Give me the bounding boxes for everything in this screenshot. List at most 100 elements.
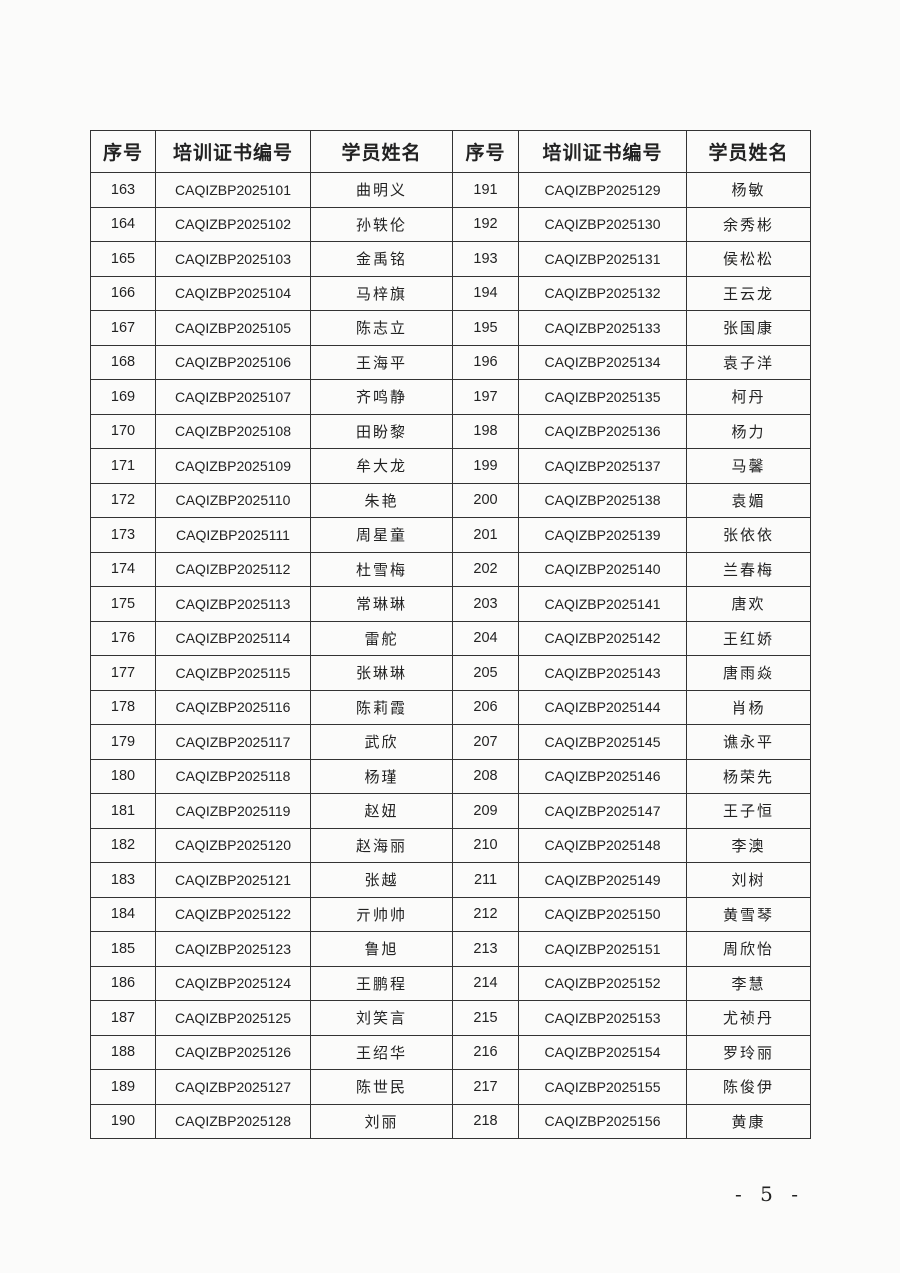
certificate-no-cell: CAQIZBP2025105 [155, 310, 311, 346]
certificate-no-cell: CAQIZBP2025119 [155, 793, 311, 829]
serial-cell: 165 [90, 241, 156, 277]
certificate-no-cell: CAQIZBP2025131 [518, 241, 687, 277]
certificate-no-cell: CAQIZBP2025125 [155, 1000, 311, 1036]
trainee-name-cell: 王红娇 [686, 620, 811, 656]
trainee-name-cell: 陈莉霞 [310, 689, 453, 725]
certificate-no-cell: CAQIZBP2025149 [518, 862, 687, 898]
trainee-name-cell: 牟大龙 [310, 448, 453, 484]
serial-cell: 213 [452, 931, 519, 967]
header-certificate-no: 培训证书编号 [155, 130, 311, 173]
trainee-name-cell: 李澳 [686, 827, 811, 863]
trainee-name-cell: 罗玲丽 [686, 1034, 811, 1070]
serial-cell: 215 [452, 1000, 519, 1036]
trainee-name-cell: 杨瑾 [310, 758, 453, 794]
trainee-name-cell: 谯永平 [686, 724, 811, 760]
certificate-no-cell: CAQIZBP2025143 [518, 655, 687, 691]
serial-cell: 176 [90, 620, 156, 656]
table-row: 174 CAQIZBP2025112 杜雪梅 202 CAQIZBP2025140 兰春梅 [90, 551, 811, 587]
serial-cell: 180 [90, 758, 156, 794]
table-row: 165 CAQIZBP2025103 金禹铭 193 CAQIZBP2025131 侯松松 [90, 241, 811, 277]
serial-cell: 173 [90, 517, 156, 553]
certificate-no-cell: CAQIZBP2025110 [155, 482, 311, 518]
serial-cell: 214 [452, 965, 519, 1001]
certificate-no-cell: CAQIZBP2025103 [155, 241, 311, 277]
trainee-name-cell: 黄雪琴 [686, 896, 811, 932]
certificate-no-cell: CAQIZBP2025132 [518, 275, 687, 311]
serial-cell: 196 [452, 344, 519, 380]
serial-cell: 186 [90, 965, 156, 1001]
table-row: 183 CAQIZBP2025121 张越 211 CAQIZBP2025149 刘树 [90, 862, 811, 898]
trainee-name-cell: 尤祯丹 [686, 1000, 811, 1036]
serial-cell: 204 [452, 620, 519, 656]
serial-cell: 218 [452, 1103, 519, 1139]
certificate-no-cell: CAQIZBP2025114 [155, 620, 311, 656]
trainee-name-cell: 王云龙 [686, 275, 811, 311]
serial-cell: 163 [90, 172, 156, 208]
serial-cell: 194 [452, 275, 519, 311]
serial-cell: 177 [90, 655, 156, 691]
trainee-name-cell: 朱艳 [310, 482, 453, 518]
trainee-name-cell: 王海平 [310, 344, 453, 380]
table-row: 184 CAQIZBP2025122 亓帅帅 212 CAQIZBP2025150 黄雪琴 [90, 896, 811, 932]
serial-cell: 201 [452, 517, 519, 553]
certificate-no-cell: CAQIZBP2025106 [155, 344, 311, 380]
certificate-no-cell: CAQIZBP2025126 [155, 1034, 311, 1070]
trainee-name-cell: 杨敏 [686, 172, 811, 208]
page-number: - 5 - [735, 1182, 804, 1206]
trainee-name-cell: 鲁旭 [310, 931, 453, 967]
certificate-no-cell: CAQIZBP2025118 [155, 758, 311, 794]
trainee-name-cell: 曲明义 [310, 172, 453, 208]
serial-cell: 184 [90, 896, 156, 932]
certificate-no-cell: CAQIZBP2025108 [155, 413, 311, 449]
table-row: 185 CAQIZBP2025123 鲁旭 213 CAQIZBP2025151 周欣怡 [90, 931, 811, 967]
table-row: 177 CAQIZBP2025115 张琳琳 205 CAQIZBP2025143 唐雨焱 [90, 655, 811, 691]
serial-cell: 191 [452, 172, 519, 208]
trainee-name-cell: 王子恒 [686, 793, 811, 829]
certificate-no-cell: CAQIZBP2025111 [155, 517, 311, 553]
certificate-no-cell: CAQIZBP2025148 [518, 827, 687, 863]
certificate-no-cell: CAQIZBP2025113 [155, 586, 311, 622]
certificate-no-cell: CAQIZBP2025109 [155, 448, 311, 484]
serial-cell: 209 [452, 793, 519, 829]
header-serial: 序号 [90, 130, 156, 173]
serial-cell: 197 [452, 379, 519, 415]
trainee-name-cell: 张国康 [686, 310, 811, 346]
trainee-name-cell: 杨荣先 [686, 758, 811, 794]
trainee-name-cell: 孙轶伦 [310, 206, 453, 242]
trainee-name-cell: 武欣 [310, 724, 453, 760]
table-header-row: 序号 培训证书编号 学员姓名 序号 培训证书编号 学员姓名 [90, 130, 811, 173]
certificate-no-cell: CAQIZBP2025104 [155, 275, 311, 311]
table-row: 170 CAQIZBP2025108 田盼黎 198 CAQIZBP2025136 杨力 [90, 413, 811, 449]
serial-cell: 193 [452, 241, 519, 277]
trainee-name-cell: 陈志立 [310, 310, 453, 346]
certificate-no-cell: CAQIZBP2025127 [155, 1069, 311, 1105]
table-row: 171 CAQIZBP2025109 牟大龙 199 CAQIZBP2025137 马馨 [90, 448, 811, 484]
serial-cell: 195 [452, 310, 519, 346]
certificate-no-cell: CAQIZBP2025121 [155, 862, 311, 898]
serial-cell: 171 [90, 448, 156, 484]
serial-cell: 206 [452, 689, 519, 725]
certificate-no-cell: CAQIZBP2025142 [518, 620, 687, 656]
certificate-no-cell: CAQIZBP2025136 [518, 413, 687, 449]
serial-cell: 174 [90, 551, 156, 587]
serial-cell: 188 [90, 1034, 156, 1070]
certificate-no-cell: CAQIZBP2025112 [155, 551, 311, 587]
trainee-name-cell: 马馨 [686, 448, 811, 484]
certificate-no-cell: CAQIZBP2025144 [518, 689, 687, 725]
table-row: 167 CAQIZBP2025105 陈志立 195 CAQIZBP2025133 张国康 [90, 310, 811, 346]
trainee-name-cell: 刘树 [686, 862, 811, 898]
trainee-name-cell: 柯丹 [686, 379, 811, 415]
certificate-no-cell: CAQIZBP2025151 [518, 931, 687, 967]
table-row: 178 CAQIZBP2025116 陈莉霞 206 CAQIZBP2025144 肖杨 [90, 689, 811, 725]
certificate-no-cell: CAQIZBP2025117 [155, 724, 311, 760]
table-row: 180 CAQIZBP2025118 杨瑾 208 CAQIZBP2025146 杨荣先 [90, 758, 811, 794]
trainee-name-cell: 兰春梅 [686, 551, 811, 587]
certificate-no-cell: CAQIZBP2025107 [155, 379, 311, 415]
certificate-no-cell: CAQIZBP2025123 [155, 931, 311, 967]
serial-cell: 190 [90, 1103, 156, 1139]
trainee-certificate-table: 序号 培训证书编号 学员姓名 序号 培训证书编号 学员姓名 163 CAQIZBP… [90, 130, 811, 1139]
table-row: 186 CAQIZBP2025124 王鹏程 214 CAQIZBP2025152 李慧 [90, 965, 811, 1001]
trainee-name-cell: 袁媚 [686, 482, 811, 518]
serial-cell: 187 [90, 1000, 156, 1036]
certificate-no-cell: CAQIZBP2025147 [518, 793, 687, 829]
